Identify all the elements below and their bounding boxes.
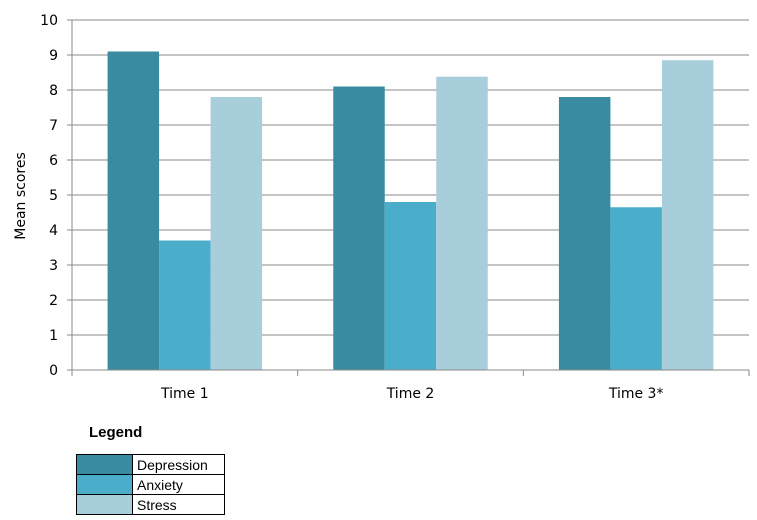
y-tick-label: 7 bbox=[49, 118, 58, 134]
y-tick-label: 0 bbox=[49, 363, 58, 379]
x-tick-label: Time 1 bbox=[160, 386, 209, 402]
x-tick-labels: Time 1 Time 2 Time 3* bbox=[160, 386, 663, 402]
legend-swatch-depression bbox=[76, 454, 133, 475]
legend: Depression Anxiety Stress bbox=[76, 454, 225, 515]
x-tick-label: Time 3* bbox=[608, 386, 664, 402]
y-tick-label: 10 bbox=[40, 13, 58, 29]
bar-anxiety-2 bbox=[384, 202, 437, 370]
legend-label-depression: Depression bbox=[132, 454, 225, 475]
y-tick-label: 1 bbox=[49, 328, 58, 344]
bar-anxiety-1 bbox=[159, 240, 211, 370]
bar-stress-2 bbox=[436, 76, 488, 370]
legend-title: Legend bbox=[89, 424, 143, 441]
y-tick-label: 6 bbox=[49, 153, 58, 169]
y-tick-label: 2 bbox=[49, 293, 58, 309]
legend-label-anxiety: Anxiety bbox=[132, 474, 225, 495]
bar-depression-1 bbox=[107, 51, 160, 370]
y-axis-label: Mean scores bbox=[13, 152, 29, 240]
bar-stress-3 bbox=[661, 60, 714, 370]
legend-item-anxiety: Anxiety bbox=[76, 474, 225, 495]
legend-item-depression: Depression bbox=[76, 454, 225, 475]
y-tick-label: 5 bbox=[49, 188, 58, 204]
y-tick-labels: 0 1 2 3 4 5 6 7 8 9 10 bbox=[40, 13, 58, 379]
legend-swatch-anxiety bbox=[76, 474, 133, 495]
bar-chart: 0 1 2 3 4 5 6 7 8 9 10 Time 1 Time 2 Time 3* Mean sc… bbox=[13, 13, 750, 402]
y-tick-label: 9 bbox=[49, 48, 58, 64]
legend-label-stress: Stress bbox=[132, 494, 225, 515]
bar-depression-2 bbox=[333, 86, 385, 370]
legend-swatch-stress bbox=[76, 494, 133, 515]
legend-item-stress: Stress bbox=[76, 494, 225, 515]
bar-depression-3 bbox=[558, 97, 611, 370]
bar-anxiety-3 bbox=[610, 207, 662, 370]
axes bbox=[67, 19, 750, 376]
bar-stress-1 bbox=[210, 97, 263, 370]
y-tick-label: 3 bbox=[49, 258, 58, 274]
bars bbox=[107, 51, 714, 370]
y-tick-label: 4 bbox=[49, 223, 58, 239]
y-tick-label: 8 bbox=[49, 83, 58, 99]
x-tick-label: Time 2 bbox=[386, 386, 435, 402]
